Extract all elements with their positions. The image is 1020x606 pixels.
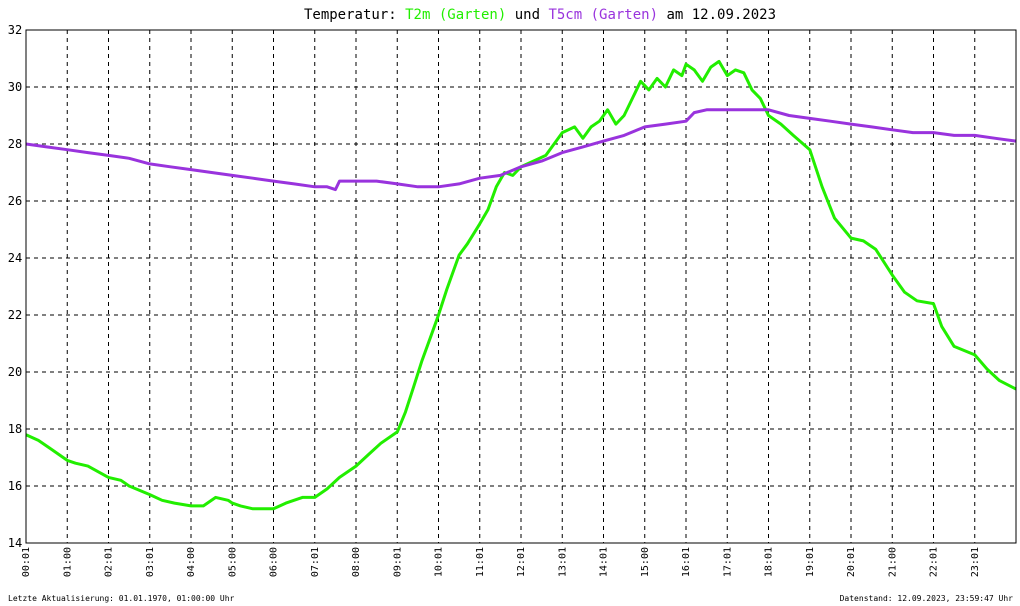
y-tick-label: 22 [8, 308, 22, 322]
title-series-t5cm: T5cm (Garten) [548, 7, 658, 23]
y-tick-label: 16 [8, 479, 22, 493]
series-line-t5cm [25, 108, 1017, 192]
x-tick-label: 02:01 [104, 547, 115, 577]
y-tick-label: 20 [8, 365, 22, 379]
x-tick-label: 16:01 [681, 547, 692, 577]
series-lines [25, 59, 1017, 511]
x-tick-label: 00:01 [21, 547, 32, 577]
x-tick-label: 21:00 [887, 547, 898, 577]
y-tick-label: 32 [8, 23, 22, 37]
series-line-t2m [25, 59, 1017, 511]
x-tick-label: 17:01 [722, 547, 733, 577]
x-tick-label: 12:01 [516, 547, 527, 577]
footer-data-state: Datenstand: 12.09.2023, 23:59:47 Uhr [840, 594, 1014, 603]
y-tick-label: 30 [8, 80, 22, 94]
x-tick-label: 08:00 [351, 547, 362, 577]
x-tick-label: 14:01 [599, 547, 610, 577]
x-tick-label: 11:01 [475, 547, 486, 577]
title-part-0: Temperatur: [304, 7, 405, 23]
plot-border [25, 29, 1017, 544]
footer-last-update: Letzte Aktualisierung: 01.01.1970, 01:00… [8, 594, 235, 603]
title-part-2: und [506, 7, 548, 23]
x-tick-label: 15:00 [640, 547, 651, 577]
x-tick-label: 23:01 [970, 547, 981, 577]
chart-title: Temperatur: T2m (Garten) und T5cm (Garte… [304, 7, 776, 23]
x-tick-label: 09:01 [392, 547, 403, 577]
y-tick-label: 28 [8, 137, 22, 151]
x-tick-label: 13:01 [557, 547, 568, 577]
x-tick-label: 20:01 [846, 547, 857, 577]
x-tick-label: 19:01 [805, 547, 816, 577]
x-tick-label: 04:00 [186, 547, 197, 577]
grid-lines [26, 30, 1016, 543]
x-tick-label: 10:01 [434, 547, 445, 577]
x-tick-label: 07:01 [310, 547, 321, 577]
x-tick-label: 05:00 [227, 547, 238, 577]
x-tick-label: 01:00 [62, 547, 73, 577]
y-tick-label: 24 [8, 251, 22, 265]
x-axis-ticks: 00:01 01:00 02:01 03:01 04:00 05:00 06:00 07:01… [21, 547, 981, 577]
title-part-4: am 12.09.2023 [658, 7, 776, 23]
y-tick-label: 14 [8, 536, 22, 550]
x-tick-label: 18:01 [764, 547, 775, 577]
y-tick-label: 26 [8, 194, 22, 208]
y-axis-ticks: 14 16 18 20 22 24 26 28 30 32 [8, 23, 22, 550]
x-tick-label: 03:01 [145, 547, 156, 577]
title-series-t2m: T2m (Garten) [405, 7, 506, 23]
x-tick-label: 22:01 [929, 547, 940, 577]
x-tick-label: 06:00 [269, 547, 280, 577]
y-tick-label: 18 [8, 422, 22, 436]
